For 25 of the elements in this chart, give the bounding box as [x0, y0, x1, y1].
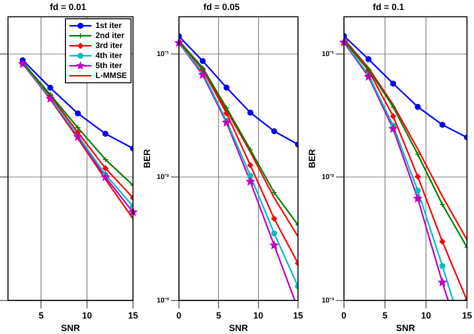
- y-axis-title: BER: [306, 148, 317, 168]
- legend-label: 3rd iter: [95, 41, 123, 50]
- x-tick-label: 15: [292, 310, 303, 320]
- y-axis-title: BER: [142, 148, 152, 168]
- x-tick-label: 0: [341, 310, 346, 320]
- chart-title: fd = 0.05: [203, 2, 240, 12]
- chart-title: fd = 0.1: [372, 2, 404, 12]
- x-tick-label: 0: [176, 310, 182, 320]
- x-tick-label: 10: [82, 310, 92, 320]
- x-axis-title: SNR: [396, 323, 416, 334]
- x-axis-title: SNR: [60, 323, 80, 334]
- legend-label: 5th iter: [95, 61, 122, 70]
- chart-title: fd = 0.01: [50, 2, 86, 12]
- x-tick-label: 15: [128, 310, 138, 320]
- x-tick-label: 5: [38, 310, 44, 320]
- x-tick-label: 5: [216, 310, 222, 320]
- legend-label: 2nd iter: [95, 31, 124, 40]
- legend-label: 4th iter: [95, 51, 122, 60]
- x-tick-label: 10: [420, 310, 431, 320]
- x-tick-label: 5: [382, 310, 388, 320]
- legend-label: L-MMSE: [95, 71, 128, 80]
- x-tick-label: 10: [253, 310, 264, 320]
- x-axis-title: SNR: [228, 323, 248, 334]
- legend-label: 1st iter: [95, 21, 122, 30]
- x-tick-label: 15: [462, 310, 472, 320]
